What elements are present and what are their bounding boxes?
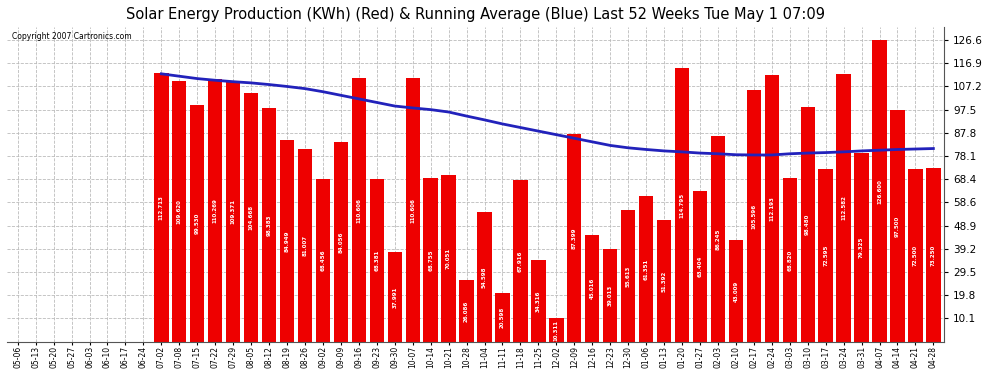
Text: 72.595: 72.595 xyxy=(823,245,829,266)
Bar xyxy=(477,212,492,342)
Text: 34.316: 34.316 xyxy=(536,291,541,312)
Bar xyxy=(819,169,833,342)
Text: 51.392: 51.392 xyxy=(661,270,666,292)
Text: 112.193: 112.193 xyxy=(769,196,774,221)
Bar xyxy=(532,260,545,342)
Text: 63.404: 63.404 xyxy=(698,256,703,278)
Bar xyxy=(424,178,438,342)
Bar xyxy=(927,168,940,342)
Bar xyxy=(351,78,366,342)
Bar xyxy=(872,40,887,342)
Text: 55.613: 55.613 xyxy=(626,265,631,286)
Bar xyxy=(513,180,528,342)
Bar xyxy=(190,105,205,342)
Bar xyxy=(334,142,348,342)
Text: 98.383: 98.383 xyxy=(266,214,271,236)
Bar xyxy=(603,249,618,342)
Text: 20.598: 20.598 xyxy=(500,307,505,328)
Bar xyxy=(495,293,510,342)
Bar xyxy=(693,191,707,342)
Text: 72.500: 72.500 xyxy=(913,245,918,266)
Bar xyxy=(908,169,923,342)
Text: 110.269: 110.269 xyxy=(213,198,218,223)
Bar xyxy=(675,68,689,342)
Bar xyxy=(549,318,563,342)
Text: 68.820: 68.820 xyxy=(787,250,792,271)
Text: 26.086: 26.086 xyxy=(464,301,469,322)
Bar xyxy=(298,149,312,342)
Text: 104.668: 104.668 xyxy=(248,205,253,230)
Text: 87.399: 87.399 xyxy=(572,227,577,249)
Bar xyxy=(244,93,258,342)
Text: 98.480: 98.480 xyxy=(805,214,810,236)
Text: 45.016: 45.016 xyxy=(590,278,595,299)
Text: 84.949: 84.949 xyxy=(284,230,289,252)
Text: 99.530: 99.530 xyxy=(195,213,200,234)
Bar xyxy=(172,81,186,342)
Text: 109.620: 109.620 xyxy=(177,199,182,224)
Bar xyxy=(764,75,779,342)
Bar xyxy=(639,196,653,342)
Bar xyxy=(280,140,294,342)
Text: 97.500: 97.500 xyxy=(895,215,900,237)
Text: 110.606: 110.606 xyxy=(410,198,415,223)
Text: 54.598: 54.598 xyxy=(482,266,487,288)
Bar xyxy=(801,107,815,342)
Text: 112.582: 112.582 xyxy=(842,195,846,220)
Text: 73.250: 73.250 xyxy=(931,244,936,266)
Bar xyxy=(154,73,168,342)
Bar xyxy=(657,220,671,342)
Text: 126.600: 126.600 xyxy=(877,179,882,204)
Bar xyxy=(567,134,581,342)
Bar xyxy=(208,79,223,342)
Bar xyxy=(890,110,905,342)
Text: 68.755: 68.755 xyxy=(428,249,434,271)
Bar xyxy=(854,153,869,342)
Text: Copyright 2007 Cartronics.com: Copyright 2007 Cartronics.com xyxy=(12,32,132,41)
Text: 68.381: 68.381 xyxy=(374,250,379,272)
Bar xyxy=(459,280,474,342)
Bar xyxy=(406,78,420,342)
Bar xyxy=(746,90,761,342)
Text: 10.311: 10.311 xyxy=(553,320,558,340)
Text: 105.596: 105.596 xyxy=(751,204,756,229)
Bar xyxy=(387,252,402,342)
Bar xyxy=(226,81,241,342)
Text: 37.991: 37.991 xyxy=(392,286,397,308)
Text: 79.325: 79.325 xyxy=(859,237,864,258)
Bar xyxy=(782,178,797,342)
Text: 68.456: 68.456 xyxy=(321,250,326,272)
Text: 84.056: 84.056 xyxy=(339,231,344,253)
Text: 39.013: 39.013 xyxy=(608,285,613,306)
Bar xyxy=(262,108,276,342)
Text: 112.713: 112.713 xyxy=(158,195,164,220)
Text: 61.351: 61.351 xyxy=(644,258,648,280)
Bar xyxy=(442,175,455,342)
Bar xyxy=(837,74,850,342)
Bar xyxy=(621,210,636,342)
Text: 109.371: 109.371 xyxy=(231,199,236,224)
Bar xyxy=(585,235,599,342)
Bar xyxy=(316,179,330,342)
Text: 81.007: 81.007 xyxy=(303,235,308,256)
Title: Solar Energy Production (KWh) (Red) & Running Average (Blue) Last 52 Weeks Tue M: Solar Energy Production (KWh) (Red) & Ru… xyxy=(126,7,825,22)
Text: 43.009: 43.009 xyxy=(734,280,739,302)
Text: 67.916: 67.916 xyxy=(518,251,523,272)
Bar xyxy=(369,179,384,342)
Text: 86.245: 86.245 xyxy=(716,229,721,250)
Bar xyxy=(711,136,725,342)
Text: 70.051: 70.051 xyxy=(446,248,451,269)
Bar xyxy=(729,240,743,342)
Text: 110.606: 110.606 xyxy=(356,198,361,223)
Text: 114.795: 114.795 xyxy=(679,193,684,218)
